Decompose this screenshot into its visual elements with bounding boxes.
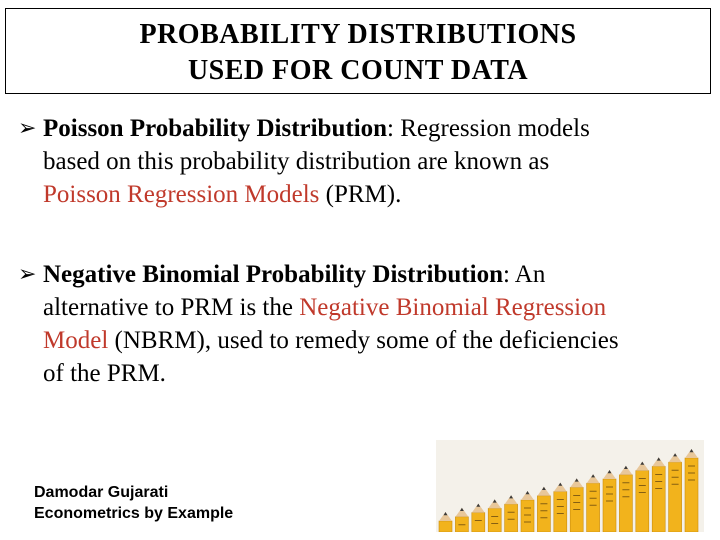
- bullet-negative-binomial: ➢ Negative Binomial Probability Distribu…: [18, 258, 698, 390]
- nb-heading: Negative Binomial Probability Distributi…: [43, 261, 503, 288]
- credit: Damodar Gujarati Econometrics by Example: [34, 482, 233, 524]
- poisson-text-3: (PRM).: [319, 181, 402, 208]
- nb-text-3: (NBRM), used to remedy some of the defic…: [108, 327, 619, 354]
- pencil-body: [520, 499, 535, 532]
- pencil-body: [553, 491, 568, 532]
- pencil-tip: [455, 507, 469, 517]
- pencil-lead: [525, 491, 530, 495]
- pencil-body: [651, 466, 666, 532]
- pencil-tip: [570, 478, 584, 488]
- pencil-body: [487, 508, 502, 532]
- pencil-tip: [685, 449, 698, 458]
- nb-text-1: : An: [502, 261, 546, 288]
- pencils-image: [436, 440, 704, 532]
- pencil-lead: [492, 499, 497, 503]
- pencil-lead: [476, 503, 481, 507]
- pencil-body: [619, 474, 633, 532]
- pencil-tip: [652, 457, 666, 467]
- pencil-lead: [623, 465, 628, 469]
- pencil-lead: [689, 449, 694, 453]
- pencil-tip: [668, 453, 682, 463]
- pencil-lead: [541, 486, 546, 490]
- pencil-lead: [591, 474, 596, 478]
- pencil-body: [537, 495, 551, 532]
- pencil-tip: [471, 503, 485, 513]
- pencil-lead: [558, 482, 563, 486]
- slide-title-line-1: PROBABILITY DISTRIBUTIONS: [139, 19, 577, 50]
- pencil-tip: [537, 486, 551, 496]
- credit-author: Damodar Gujarati: [34, 484, 169, 501]
- pencil-lead: [656, 457, 661, 461]
- pencil-body: [504, 503, 518, 532]
- slide-title-line-2: USED FOR COUNT DATA: [187, 55, 529, 86]
- pencil-tip: [521, 491, 534, 500]
- pencil-lead: [574, 478, 579, 482]
- poisson-text-2: based on this probability distribution a…: [43, 148, 550, 175]
- pencil-lead: [459, 507, 464, 511]
- pencil-tip: [439, 512, 452, 521]
- pencil-lead: [673, 453, 678, 457]
- bullet-poisson: ➢ Poisson Probability Distribution: Regr…: [18, 112, 698, 211]
- arrow-bullet-icon: ➢: [18, 116, 37, 141]
- pencil-tip: [603, 470, 616, 479]
- pencil-body: [586, 482, 600, 532]
- pencil-lead: [640, 461, 645, 465]
- pencil-body: [438, 520, 453, 532]
- pencil-tip: [619, 465, 633, 475]
- pencil-tip: [635, 461, 649, 471]
- pencil-tip: [586, 474, 600, 484]
- pencil-body: [635, 470, 650, 532]
- poisson-text-1: : Regression models: [387, 115, 590, 142]
- pencil-tip: [504, 495, 518, 505]
- pencils-group: [438, 449, 699, 532]
- poisson-model-name: Poisson Regression Models: [43, 181, 320, 208]
- pencil-tip: [553, 482, 567, 492]
- pencil-lead: [509, 495, 514, 499]
- pencil-body: [668, 461, 682, 532]
- nb-model-name-1: Negative Binomial Regression: [299, 294, 607, 321]
- title-box: PROBABILITY DISTRIBUTIONS USED FOR COUNT…: [5, 8, 711, 94]
- pencil-lead: [443, 512, 448, 516]
- poisson-heading: Poisson Probability Distribution: [43, 115, 388, 142]
- pencil-lead: [607, 470, 612, 474]
- pencil-body: [471, 512, 486, 532]
- arrow-bullet-icon: ➢: [18, 262, 37, 287]
- nb-model-name-2: Model: [43, 327, 109, 354]
- nb-text-4: of the PRM.: [43, 360, 166, 387]
- pencil-tip: [488, 499, 502, 509]
- nb-text-2: alternative to PRM is the: [43, 294, 300, 321]
- pencil-body: [684, 457, 699, 532]
- credit-book: Econometrics by Example: [34, 505, 234, 522]
